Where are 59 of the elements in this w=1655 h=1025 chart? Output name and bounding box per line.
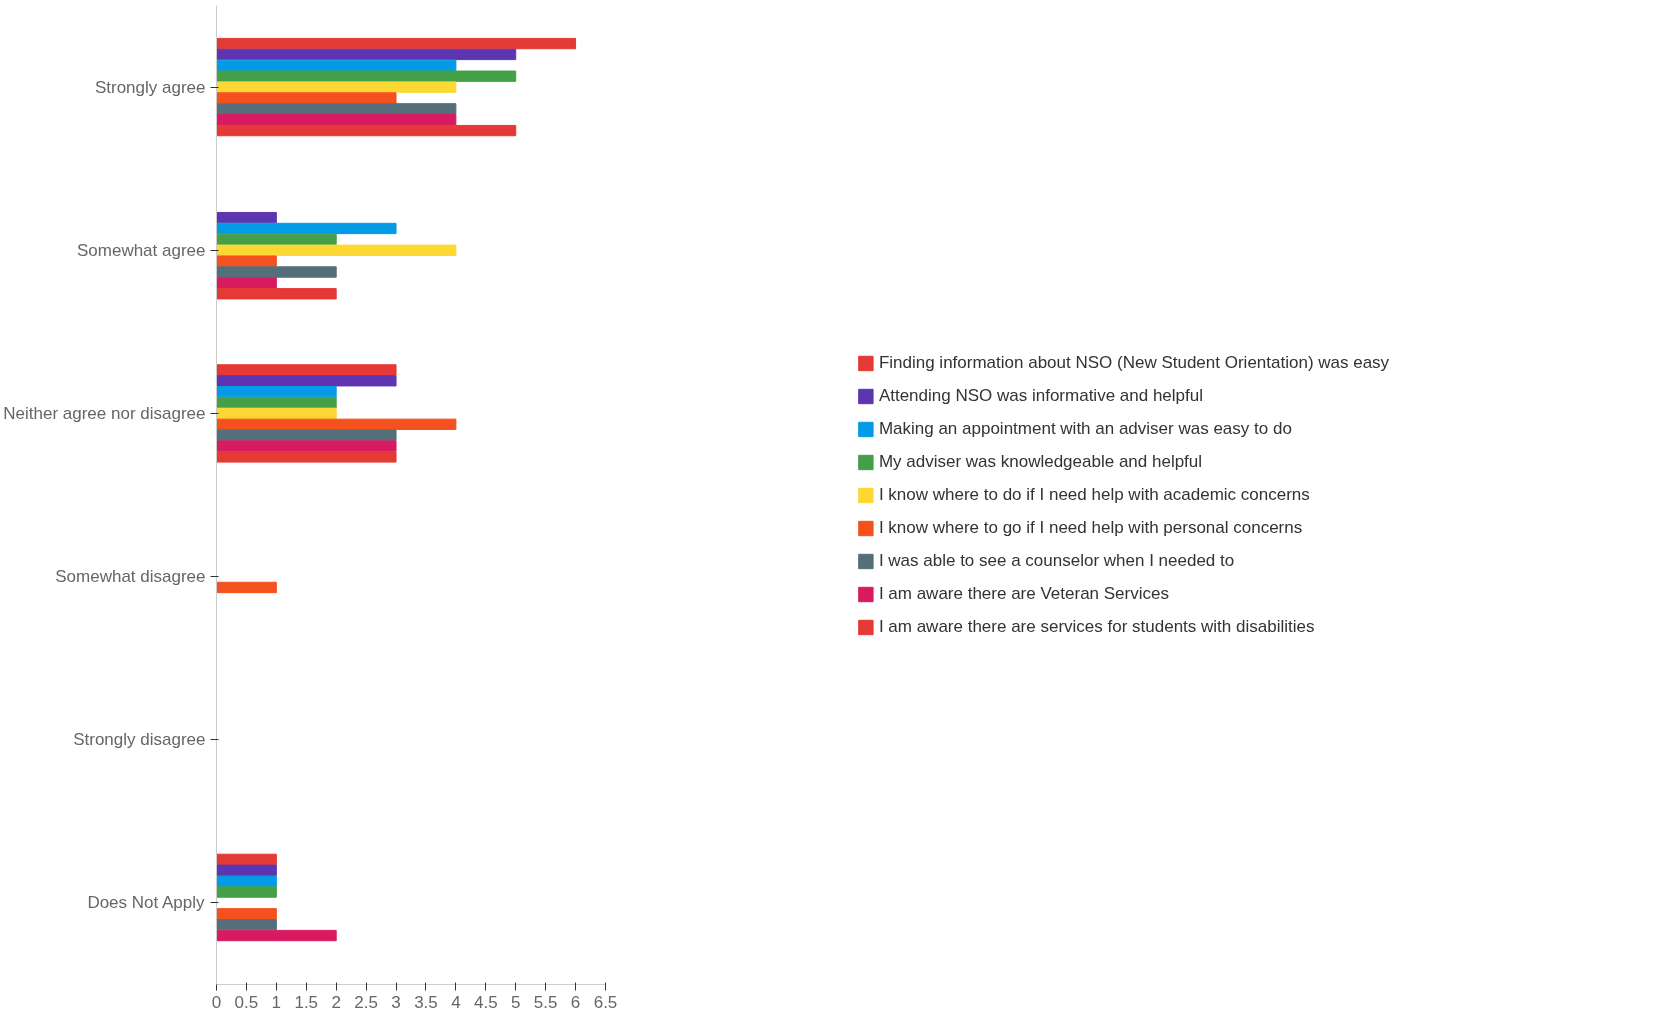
bar: [216, 451, 397, 463]
bar: [216, 418, 457, 430]
bar: [216, 864, 277, 876]
legend-label: Attending NSO was informative and helpful: [878, 385, 1203, 406]
x-tick-label: 0: [211, 992, 222, 1012]
x-tick-label: 2.5: [354, 992, 378, 1012]
bar: [216, 211, 277, 224]
bar: [216, 124, 517, 137]
y-tick-label: Neither agree nor disagree: [3, 403, 206, 423]
legend-label: I know where to go if I need help with personal concerns: [878, 517, 1303, 538]
x-tick-label: 6.5: [593, 992, 618, 1012]
bar: [216, 929, 337, 942]
bar: [216, 244, 457, 256]
bar: [216, 429, 397, 441]
x-tick-label: 6: [570, 992, 581, 1012]
legend-label: I am aware there are services for students with disabilities: [878, 616, 1315, 637]
legend-label: I know where to do if I need help with academic concerns: [878, 484, 1310, 505]
x-tick-label: 3.5: [414, 992, 438, 1012]
bar: [216, 255, 277, 267]
bar: [216, 70, 517, 82]
y-tick-label: Somewhat agree: [76, 240, 206, 260]
legend-label: I was able to see a counselor when I needed to: [878, 550, 1235, 571]
y-tick-label: Strongly agree: [94, 77, 206, 97]
bar: [216, 48, 517, 61]
bar: [216, 396, 337, 409]
bar: [216, 385, 337, 398]
bar: [216, 37, 577, 50]
legend-label: I am aware there are Veteran Services: [878, 583, 1169, 604]
x-tick-label: 5: [511, 992, 521, 1012]
bar: [216, 103, 457, 115]
bar: [216, 277, 277, 289]
x-tick-label: 4.5: [473, 992, 498, 1012]
bar: [216, 581, 277, 594]
bar: [216, 375, 397, 387]
bar: [216, 266, 337, 278]
bar: [216, 440, 397, 452]
bar: [216, 919, 277, 931]
x-tick-label: 0.5: [234, 992, 259, 1012]
legend-label: Making an appointment with an adviser was easy to do: [878, 418, 1292, 439]
bar: [216, 908, 277, 920]
legend-label: My adviser was knowledgeable and helpful: [878, 451, 1203, 472]
x-tick-label: 5.5: [533, 992, 558, 1012]
x-tick-label: 1.5: [294, 992, 319, 1012]
bar: [216, 92, 397, 104]
legend-label: Finding information about NSO (New Student Orientation) was easy: [878, 352, 1390, 373]
y-tick-label: Strongly disagree: [73, 730, 206, 750]
x-tick-label: 3: [391, 992, 401, 1012]
x-tick-label: 4: [451, 992, 461, 1012]
x-tick-label: 1: [271, 992, 282, 1012]
bar: [216, 364, 397, 376]
bar: [216, 81, 457, 93]
x-tick-label: 2: [331, 992, 341, 1012]
bar: [216, 886, 277, 898]
bar: [216, 222, 397, 235]
bar: [216, 288, 337, 300]
bar: [216, 114, 457, 126]
y-tick-label: Somewhat disagree: [55, 567, 206, 587]
bar: [216, 875, 277, 887]
y-tick-label: Does Not Apply: [87, 893, 206, 913]
